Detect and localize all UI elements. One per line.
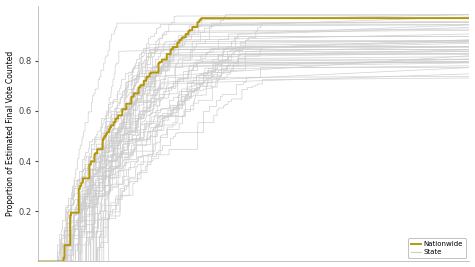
Legend: Nationwide, State: Nationwide, State bbox=[408, 238, 466, 258]
Y-axis label: Proportion of Estimated Final Vote Counted: Proportion of Estimated Final Vote Count… bbox=[6, 51, 15, 216]
